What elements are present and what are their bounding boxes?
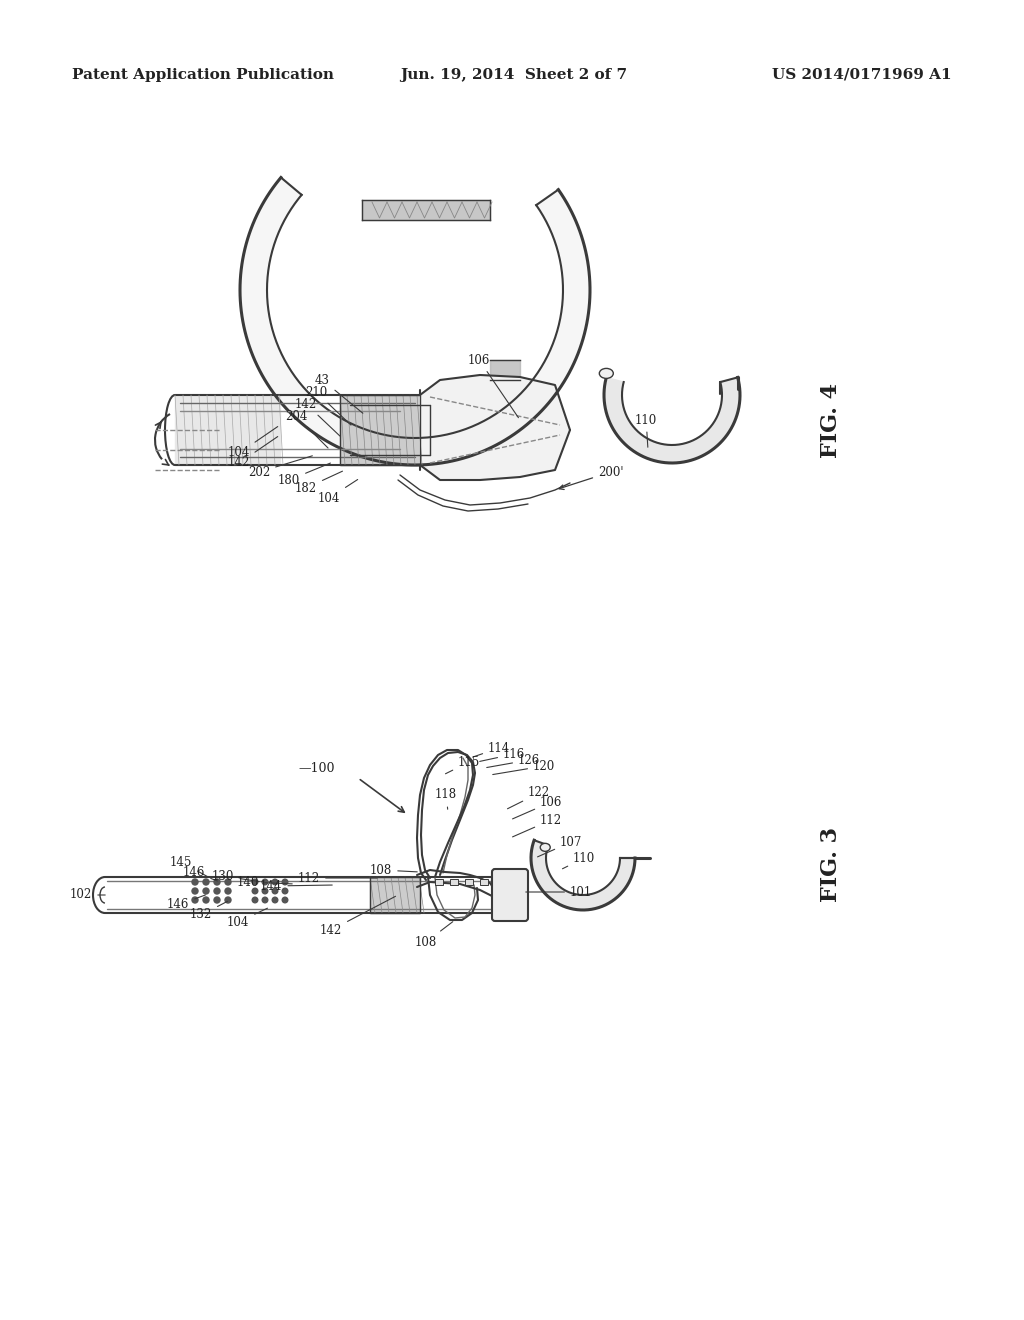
- Text: US 2014/0171969 A1: US 2014/0171969 A1: [772, 69, 952, 82]
- Circle shape: [283, 888, 288, 894]
- Circle shape: [193, 888, 198, 894]
- Circle shape: [283, 898, 288, 903]
- Text: 116: 116: [479, 747, 525, 762]
- Text: 145: 145: [170, 855, 208, 876]
- Circle shape: [272, 898, 278, 903]
- Circle shape: [252, 879, 258, 884]
- Circle shape: [262, 879, 268, 884]
- Text: 107: 107: [538, 836, 583, 857]
- Text: 110: 110: [635, 413, 657, 447]
- Ellipse shape: [599, 368, 613, 379]
- Bar: [370, 876, 420, 913]
- Text: 180: 180: [278, 463, 331, 487]
- Polygon shape: [175, 395, 280, 465]
- Circle shape: [262, 898, 268, 903]
- Text: 112: 112: [513, 813, 562, 837]
- Text: FIG. 4: FIG. 4: [820, 383, 842, 458]
- Text: 106: 106: [468, 354, 518, 417]
- Text: 144: 144: [260, 879, 332, 892]
- Circle shape: [225, 879, 231, 884]
- Polygon shape: [362, 201, 490, 220]
- Text: 142: 142: [319, 896, 395, 936]
- Text: 142: 142: [228, 437, 278, 470]
- Circle shape: [272, 888, 278, 894]
- Text: 108: 108: [415, 921, 453, 949]
- Text: 108: 108: [370, 863, 417, 876]
- Text: —100: —100: [298, 762, 335, 775]
- Circle shape: [214, 879, 220, 884]
- Text: 104: 104: [318, 479, 357, 504]
- Text: Jun. 19, 2014  Sheet 2 of 7: Jun. 19, 2014 Sheet 2 of 7: [400, 69, 627, 82]
- Text: 102: 102: [70, 888, 105, 902]
- Polygon shape: [490, 360, 520, 380]
- Text: 142: 142: [295, 397, 340, 436]
- Circle shape: [214, 888, 220, 894]
- Text: 114: 114: [473, 742, 510, 758]
- FancyBboxPatch shape: [492, 869, 528, 921]
- Text: 202: 202: [248, 455, 312, 479]
- Text: 126: 126: [486, 754, 541, 767]
- Text: 200': 200': [559, 466, 624, 490]
- Polygon shape: [420, 375, 570, 480]
- Text: 112: 112: [298, 871, 377, 884]
- Text: 106: 106: [513, 796, 562, 818]
- Circle shape: [203, 888, 209, 894]
- Text: Patent Application Publication: Patent Application Publication: [72, 69, 334, 82]
- Text: 210: 210: [305, 385, 351, 425]
- Polygon shape: [604, 378, 740, 463]
- Bar: [480, 879, 488, 884]
- Text: 101: 101: [525, 886, 592, 899]
- Polygon shape: [340, 395, 420, 465]
- Polygon shape: [370, 876, 420, 913]
- Text: 204: 204: [285, 409, 328, 447]
- Circle shape: [283, 879, 288, 884]
- Text: 132: 132: [190, 902, 227, 921]
- Circle shape: [252, 898, 258, 903]
- Text: 182: 182: [295, 471, 342, 495]
- Circle shape: [203, 879, 209, 884]
- Circle shape: [225, 888, 231, 894]
- Bar: [340, 395, 420, 465]
- Text: 130: 130: [212, 870, 259, 883]
- Circle shape: [203, 898, 209, 903]
- Bar: [435, 879, 443, 884]
- Text: FIG. 3: FIG. 3: [820, 828, 842, 903]
- Text: 104: 104: [228, 426, 278, 459]
- Circle shape: [272, 879, 278, 884]
- Ellipse shape: [541, 843, 550, 851]
- Text: 43: 43: [315, 374, 362, 413]
- Circle shape: [193, 898, 198, 903]
- Text: 118: 118: [435, 788, 457, 809]
- Circle shape: [262, 888, 268, 894]
- Text: 122: 122: [508, 787, 550, 809]
- Text: 104: 104: [227, 908, 267, 928]
- Polygon shape: [240, 177, 590, 465]
- Circle shape: [225, 898, 231, 903]
- Text: 110: 110: [562, 851, 595, 869]
- Text: 146: 146: [167, 895, 206, 912]
- Text: 146: 146: [183, 866, 217, 880]
- Text: 140: 140: [237, 875, 292, 888]
- Text: 120: 120: [493, 759, 555, 775]
- Circle shape: [214, 898, 220, 903]
- Bar: [465, 879, 473, 884]
- Text: 115: 115: [445, 755, 480, 774]
- Bar: [450, 879, 458, 884]
- Circle shape: [193, 879, 198, 884]
- Polygon shape: [531, 841, 635, 909]
- Circle shape: [252, 888, 258, 894]
